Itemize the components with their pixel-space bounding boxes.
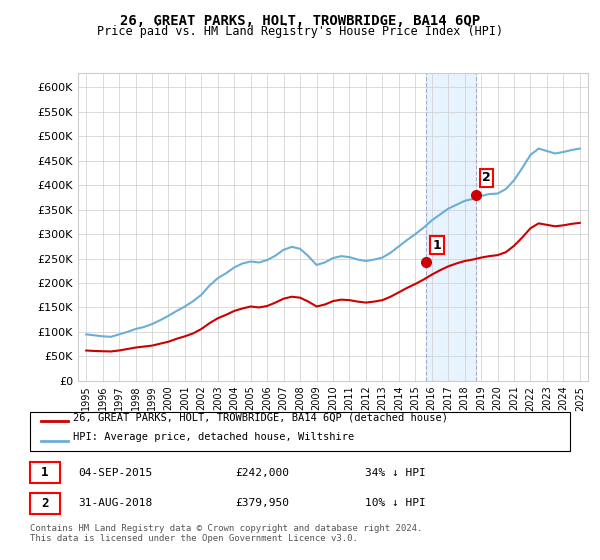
Text: £242,000: £242,000 — [235, 468, 289, 478]
Text: 10% ↓ HPI: 10% ↓ HPI — [365, 498, 425, 508]
Text: 04-SEP-2015: 04-SEP-2015 — [79, 468, 153, 478]
Text: 26, GREAT PARKS, HOLT, TROWBRIDGE, BA14 6QP: 26, GREAT PARKS, HOLT, TROWBRIDGE, BA14 … — [120, 14, 480, 28]
Text: 26, GREAT PARKS, HOLT, TROWBRIDGE, BA14 6QP (detached house): 26, GREAT PARKS, HOLT, TROWBRIDGE, BA14 … — [73, 413, 448, 423]
Bar — [426, 73, 476, 381]
Text: 2: 2 — [482, 171, 491, 184]
FancyBboxPatch shape — [30, 493, 60, 514]
Text: 1: 1 — [433, 239, 442, 252]
Text: 31-AUG-2018: 31-AUG-2018 — [79, 498, 153, 508]
Text: 34% ↓ HPI: 34% ↓ HPI — [365, 468, 425, 478]
FancyBboxPatch shape — [30, 462, 60, 483]
FancyBboxPatch shape — [30, 412, 570, 451]
Text: HPI: Average price, detached house, Wiltshire: HPI: Average price, detached house, Wilt… — [73, 432, 355, 442]
Text: 2: 2 — [41, 497, 49, 510]
Text: £379,950: £379,950 — [235, 498, 289, 508]
Text: Contains HM Land Registry data © Crown copyright and database right 2024.
This d: Contains HM Land Registry data © Crown c… — [30, 524, 422, 543]
Text: 1: 1 — [41, 466, 49, 479]
Text: Price paid vs. HM Land Registry's House Price Index (HPI): Price paid vs. HM Land Registry's House … — [97, 25, 503, 38]
